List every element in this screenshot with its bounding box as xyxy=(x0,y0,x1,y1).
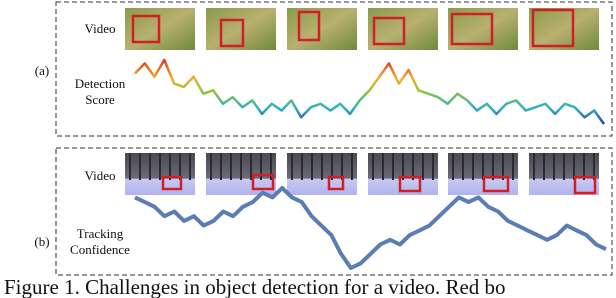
video-frame xyxy=(529,8,599,50)
tracking-box xyxy=(482,175,510,193)
tracking-box xyxy=(573,175,597,195)
detection-box xyxy=(131,14,161,44)
panel-label: (a) xyxy=(35,63,49,78)
video-frame xyxy=(206,8,276,50)
video-frame xyxy=(287,8,357,50)
detection-box xyxy=(372,16,406,46)
tracking-box xyxy=(327,175,345,191)
detection-box xyxy=(531,8,575,48)
row-label: Video xyxy=(85,168,116,183)
row-label: Tracking xyxy=(77,226,124,241)
row-label: Video xyxy=(85,21,116,36)
row-label: Detection xyxy=(75,76,126,91)
panel-label: (b) xyxy=(34,234,49,249)
tracking-box xyxy=(398,175,422,193)
tracking-box xyxy=(161,175,183,191)
panel-a-box xyxy=(55,1,613,137)
video-frames xyxy=(125,8,599,195)
panel-b-box xyxy=(55,147,613,276)
caption: Figure 1. Challenges in object detection… xyxy=(4,275,506,298)
detection-box xyxy=(297,10,321,42)
detection-box xyxy=(450,12,494,46)
tracking-confidence-curve xyxy=(134,186,607,270)
detection-score-curve xyxy=(134,58,606,125)
tracking-box xyxy=(251,173,275,191)
row-label: Confidence xyxy=(70,242,130,257)
row-label: Score xyxy=(85,92,115,107)
detection-box xyxy=(219,18,245,48)
